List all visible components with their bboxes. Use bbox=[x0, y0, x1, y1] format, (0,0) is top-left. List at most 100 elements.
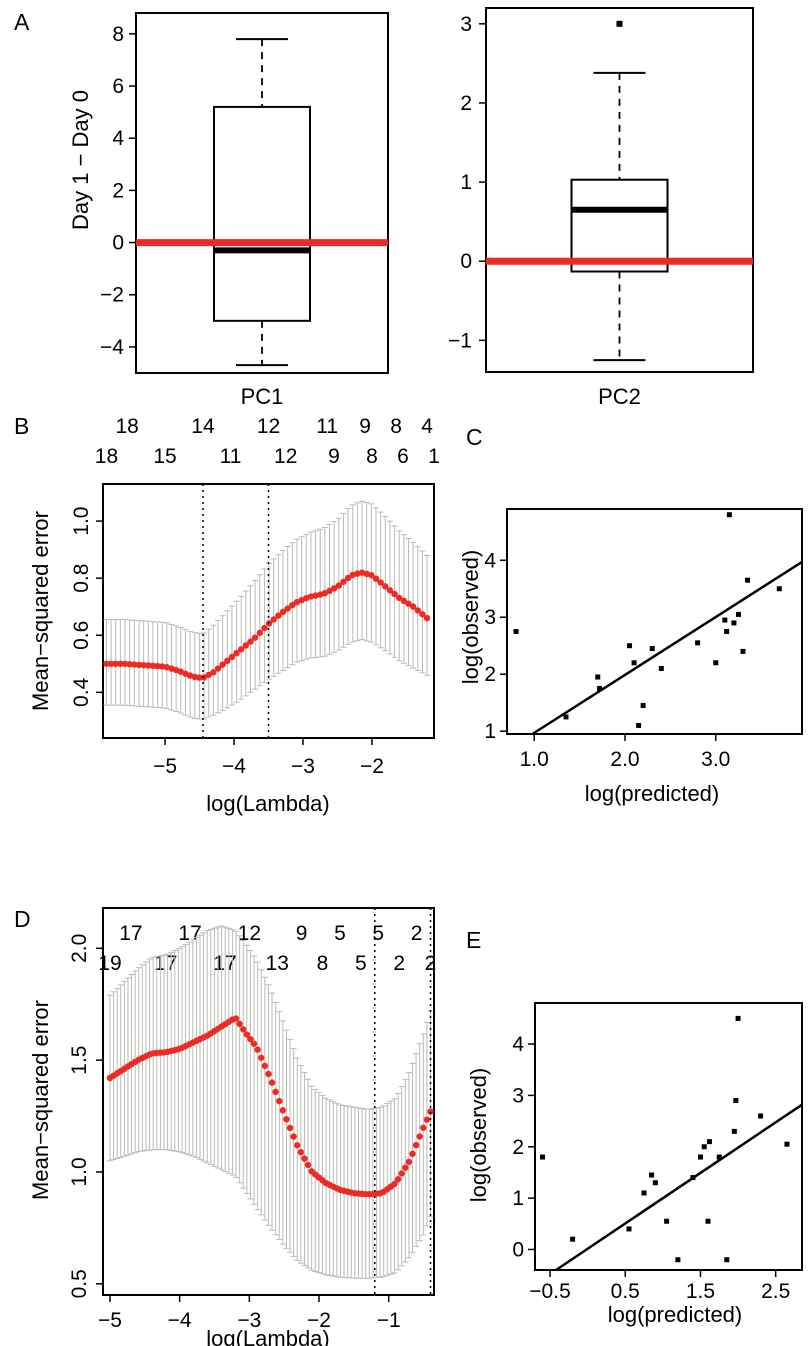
cv-mean-point bbox=[112, 660, 119, 667]
y-tick-label: 1.0 bbox=[68, 1157, 91, 1186]
cv-mean-point bbox=[286, 1124, 294, 1132]
cv-mean-point bbox=[382, 583, 389, 590]
cv-mean-point bbox=[214, 665, 222, 672]
cv-mean-point bbox=[126, 661, 133, 668]
cv-mean-point bbox=[283, 1116, 290, 1123]
data-point bbox=[740, 648, 746, 654]
cv-mean-point bbox=[247, 1035, 254, 1043]
top-count-label: 19 bbox=[98, 952, 121, 975]
cv-mean-point bbox=[368, 571, 375, 579]
cv-mean-point bbox=[409, 1150, 416, 1158]
data-point bbox=[776, 586, 782, 592]
y-tick-label: 6 bbox=[112, 75, 124, 98]
cv-mean-point bbox=[261, 1062, 269, 1070]
y-tick-label: 4 bbox=[512, 1033, 524, 1056]
x-tick-label: 2.5 bbox=[761, 1280, 790, 1303]
cv-mean-point bbox=[372, 575, 380, 582]
cv-mean-point bbox=[396, 594, 403, 602]
panel-label-b: B bbox=[14, 413, 29, 439]
cv-mean-point bbox=[416, 1133, 423, 1140]
cv-mean-point bbox=[290, 1133, 297, 1140]
data-point bbox=[724, 628, 730, 634]
x-tick-label: −5 bbox=[98, 1309, 122, 1332]
x-tick-label: −4 bbox=[168, 1309, 192, 1332]
cv-mean-point bbox=[233, 649, 240, 657]
cv-mean-point bbox=[419, 611, 426, 618]
data-point bbox=[641, 1190, 647, 1196]
top-count-label: 9 bbox=[359, 415, 371, 438]
top-count-label: 8 bbox=[366, 445, 378, 468]
cv-mean-point bbox=[256, 629, 264, 637]
data-point bbox=[595, 674, 601, 680]
data-point bbox=[626, 1226, 632, 1232]
cv-mean-point bbox=[294, 1142, 301, 1149]
cv-mean-point bbox=[243, 1031, 251, 1038]
top-count-label: 2 bbox=[411, 922, 423, 945]
y-tick-label: 4 bbox=[484, 549, 496, 572]
cv-mean-point bbox=[304, 1161, 312, 1169]
cv-mean-point bbox=[107, 660, 115, 667]
cv-mean-point bbox=[272, 1088, 279, 1096]
y-tick-label: −4 bbox=[100, 336, 124, 359]
data-point bbox=[706, 1139, 712, 1145]
top-count-label: 12 bbox=[238, 922, 261, 945]
panel-label-c: C bbox=[466, 424, 483, 450]
plot-frame bbox=[102, 907, 435, 1296]
x-tick-label: 1.0 bbox=[520, 748, 549, 771]
cv-mean-point bbox=[140, 661, 147, 669]
data-point bbox=[570, 1236, 576, 1242]
data-point bbox=[731, 620, 737, 626]
x-tick-label: −1 bbox=[377, 1309, 401, 1332]
cv-mean-point bbox=[402, 1164, 409, 1171]
cv-mean-point bbox=[247, 638, 254, 645]
x-tick-label: −2 bbox=[360, 755, 384, 778]
data-point bbox=[563, 714, 569, 720]
top-count-label: 14 bbox=[191, 415, 215, 438]
cv-mean-point bbox=[232, 1015, 240, 1022]
top-count-label: 5 bbox=[355, 952, 367, 975]
top-count-label: 18 bbox=[115, 415, 138, 438]
x-axis-title: log(predicted) bbox=[608, 1302, 743, 1327]
cv-mean-point bbox=[412, 1141, 420, 1149]
x-axis-title: log(Lambda) bbox=[206, 791, 330, 816]
cv-mean-point bbox=[400, 597, 408, 605]
y-axis-title: Mean−squared error bbox=[28, 511, 53, 711]
cv-mean-point bbox=[121, 660, 129, 668]
data-point bbox=[758, 1113, 764, 1119]
data-point bbox=[597, 685, 603, 691]
data-point bbox=[735, 1015, 741, 1021]
cv-mean-point bbox=[236, 1020, 243, 1028]
data-point bbox=[540, 1154, 546, 1160]
cv-mean-point bbox=[297, 1148, 305, 1156]
y-tick-label: 3 bbox=[484, 606, 496, 629]
x-axis-title: log(Lambda) bbox=[206, 1326, 330, 1346]
box bbox=[213, 105, 311, 322]
regression-line bbox=[555, 1103, 803, 1272]
cv-mean-point bbox=[275, 612, 282, 619]
top-count-label: 2 bbox=[393, 952, 405, 975]
outlier-point bbox=[616, 20, 623, 27]
plot-frame bbox=[135, 12, 389, 374]
y-tick-label: 1 bbox=[484, 720, 496, 743]
cv-mean-point bbox=[405, 1158, 413, 1166]
x-axis-title: log(predicted) bbox=[585, 781, 720, 806]
top-count-label: 17 bbox=[119, 922, 142, 945]
top-count-label: 15 bbox=[153, 445, 176, 468]
cv-mean-point bbox=[103, 660, 110, 667]
x-tick-label: −3 bbox=[237, 1309, 261, 1332]
x-tick-label: −2 bbox=[307, 1309, 331, 1332]
cv-mean-point bbox=[135, 661, 143, 669]
x-tick-label: −4 bbox=[222, 755, 246, 778]
cv-mean-point bbox=[377, 579, 384, 586]
y-tick-label: 0 bbox=[512, 1238, 524, 1261]
data-point bbox=[695, 640, 701, 646]
x-tick-label: 0.5 bbox=[611, 1280, 640, 1303]
top-count-label: 9 bbox=[296, 922, 308, 945]
cv-mean-point bbox=[289, 601, 296, 609]
data-point bbox=[705, 1218, 711, 1224]
top-count-label: 8 bbox=[390, 415, 402, 438]
cv-mean-point bbox=[270, 616, 277, 623]
x-tick-label: 2.0 bbox=[610, 748, 639, 771]
data-point bbox=[701, 1144, 707, 1150]
